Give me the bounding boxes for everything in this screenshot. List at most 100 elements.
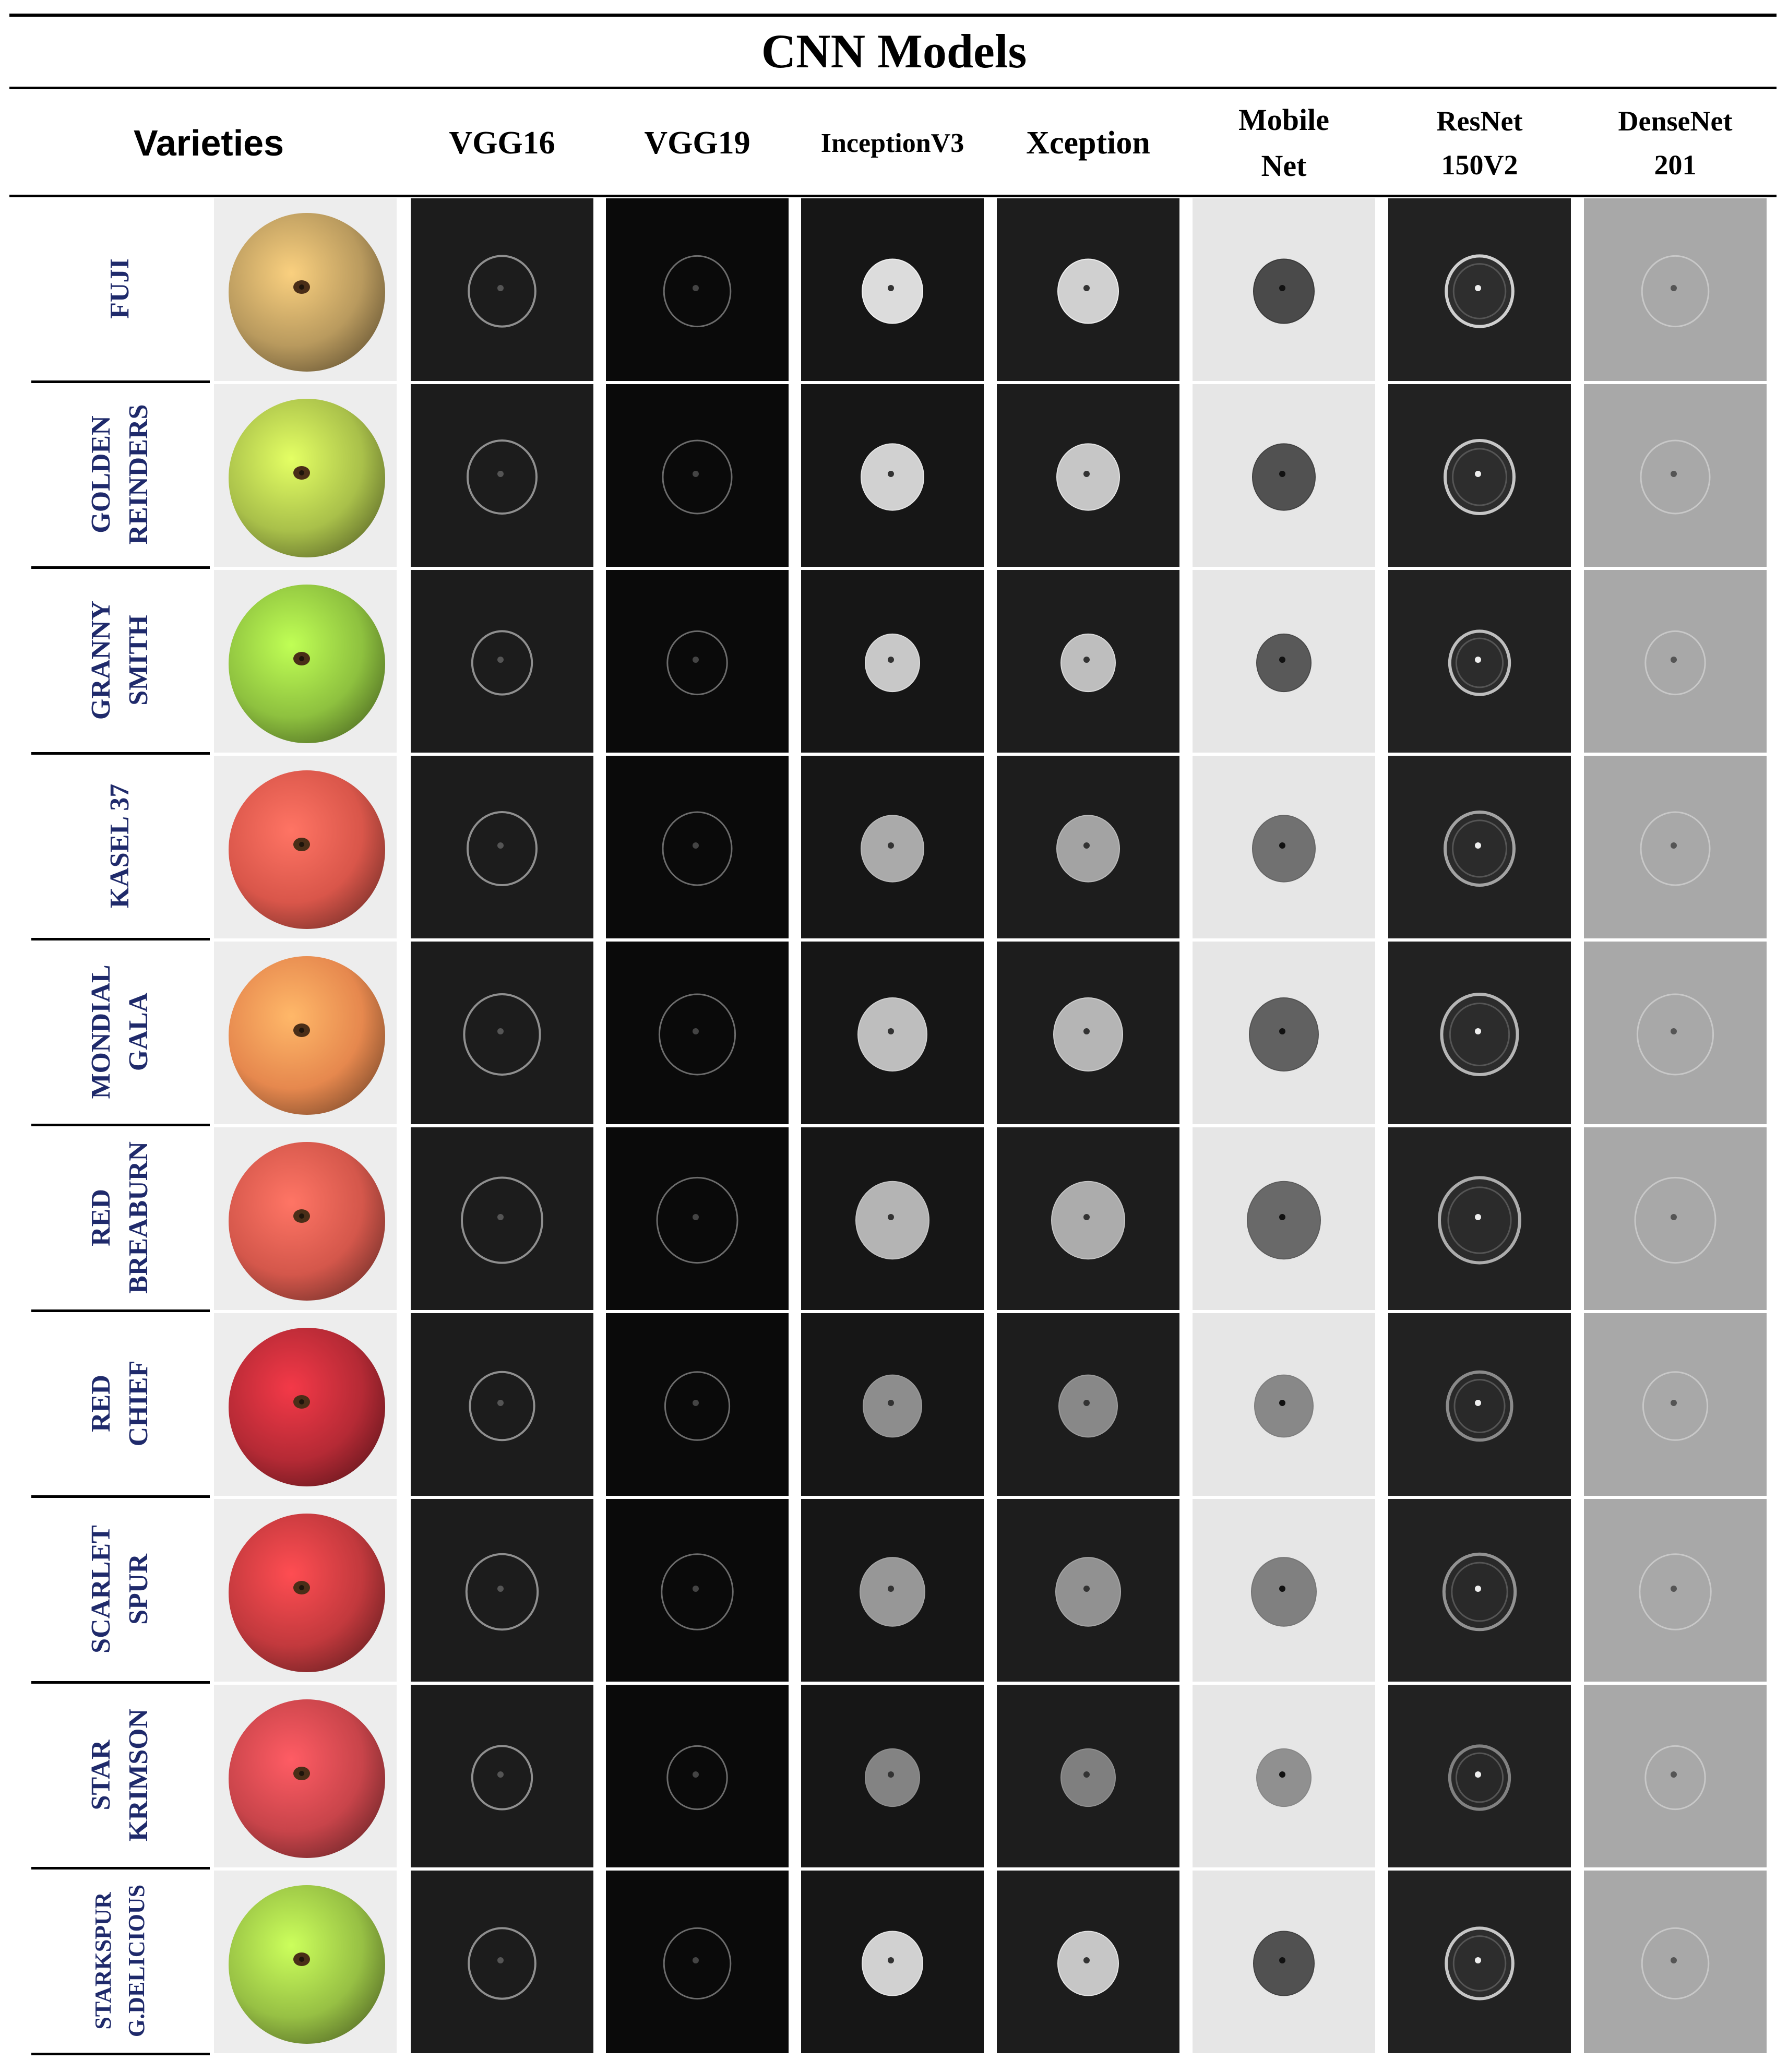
header-model-6: ResNet 150V2 — [1383, 92, 1576, 194]
feature-map — [606, 570, 789, 753]
variety-label: GOLDEN REINDERS — [31, 383, 209, 566]
feature-map — [1584, 198, 1767, 381]
feature-map — [1388, 1871, 1571, 2053]
header-varieties: Varieties — [134, 123, 284, 163]
feature-map — [997, 198, 1179, 381]
feature-map — [606, 756, 789, 938]
variety-label-line: GOLDEN — [86, 415, 116, 533]
feature-map — [411, 1871, 593, 2053]
feature-map — [1388, 1685, 1571, 1867]
variety-label-line: FUJI — [105, 258, 135, 319]
feature-map — [1584, 1127, 1767, 1310]
header-model-line: Mobile — [1238, 103, 1329, 137]
title-rule — [9, 87, 1777, 89]
feature-map — [1388, 384, 1571, 567]
variety-label-line: SCARLET — [86, 1525, 116, 1653]
header-model-4: Xception — [992, 92, 1185, 194]
feature-map — [411, 198, 593, 381]
row-rule — [31, 1867, 210, 1869]
feature-map — [606, 1499, 789, 1682]
feature-map — [801, 1685, 984, 1867]
feature-map — [411, 384, 593, 567]
apple-photo — [214, 942, 397, 1124]
variety-label-line: KASEL 37 — [105, 783, 135, 909]
header-model-1: VGG16 — [406, 92, 599, 194]
row-rule — [31, 1495, 210, 1498]
feature-map — [801, 198, 984, 381]
table-row: KASEL 37 — [0, 755, 1788, 940]
feature-map — [801, 570, 984, 753]
feature-map — [606, 384, 789, 567]
feature-map — [1193, 198, 1375, 381]
feature-map — [1388, 570, 1571, 753]
variety-label-line: SPUR — [124, 1554, 153, 1625]
variety-label: SCARLET SPUR — [31, 1498, 209, 1681]
feature-map — [997, 1871, 1179, 2053]
feature-map — [1193, 942, 1375, 1124]
row-rule — [31, 2053, 210, 2055]
table-row: RED BREABURN — [0, 1126, 1788, 1312]
apple-photo — [214, 198, 397, 381]
table-row: RED CHIEF — [0, 1312, 1788, 1498]
apple-photo — [214, 1127, 397, 1310]
feature-map — [801, 1871, 984, 2053]
feature-map — [997, 1499, 1179, 1682]
header-model-line: 150V2 — [1441, 149, 1518, 181]
feature-map — [997, 1685, 1179, 1867]
row-rule — [31, 1681, 210, 1684]
variety-label-line: G.DELICIOUS — [124, 1884, 149, 2038]
feature-map — [1584, 942, 1767, 1124]
feature-map — [1193, 1499, 1375, 1682]
header-model-5: Mobile Net — [1187, 92, 1380, 194]
row-rule — [31, 380, 210, 383]
feature-map — [1388, 756, 1571, 938]
table-title: CNN Models — [761, 25, 1027, 78]
variety-label: RED BREABURN — [31, 1126, 209, 1309]
feature-map — [411, 1685, 593, 1867]
variety-label-line: GRANNY — [86, 600, 116, 720]
feature-map — [801, 1127, 984, 1310]
row-rule — [31, 752, 210, 755]
header-model-line: VGG19 — [644, 125, 750, 161]
feature-map — [411, 570, 593, 753]
feature-map — [1388, 1499, 1571, 1682]
variety-label-line: REINDERS — [124, 404, 153, 545]
variety-label-line: CHIEF — [124, 1360, 153, 1447]
feature-map — [801, 1313, 984, 1496]
feature-map — [1388, 1313, 1571, 1496]
feature-map — [1193, 1685, 1375, 1867]
feature-map — [411, 1127, 593, 1310]
variety-label: MONDIAL GALA — [31, 940, 209, 1123]
feature-map — [1584, 756, 1767, 938]
feature-map — [1584, 1685, 1767, 1867]
variety-label: RED CHIEF — [31, 1312, 209, 1495]
apple-photo — [214, 1871, 397, 2053]
feature-map — [801, 756, 984, 938]
table-row: SCARLET SPUR — [0, 1498, 1788, 1684]
header-model-7: DenseNet 201 — [1579, 92, 1772, 194]
row-rule — [31, 938, 210, 940]
table-row: FUJI — [0, 197, 1788, 383]
variety-label-line: KRIMSON — [124, 1708, 153, 1842]
feature-map — [411, 1499, 593, 1682]
feature-map — [801, 1499, 984, 1682]
apple-photo — [214, 570, 397, 753]
feature-map — [1584, 1871, 1767, 2053]
feature-map — [1193, 384, 1375, 567]
row-rule — [31, 566, 210, 569]
variety-label-line: GALA — [124, 992, 153, 1071]
apple-photo — [214, 1499, 397, 1682]
apple-photo — [214, 384, 397, 567]
row-rule — [31, 1309, 210, 1312]
header-model-line: DenseNet — [1618, 105, 1733, 137]
table-row: STAR KRIMSON — [0, 1684, 1788, 1869]
header-rule — [9, 195, 1777, 197]
variety-label: KASEL 37 — [31, 755, 209, 937]
variety-label-line: STAR — [86, 1740, 116, 1811]
feature-map — [997, 1127, 1179, 1310]
feature-map — [801, 942, 984, 1124]
table-row: STARKSPUR G.DELICIOUS — [0, 1869, 1788, 2055]
variety-label: FUJI — [31, 197, 209, 380]
variety-label: GRANNY SMITH — [31, 569, 209, 752]
feature-map — [606, 1127, 789, 1310]
